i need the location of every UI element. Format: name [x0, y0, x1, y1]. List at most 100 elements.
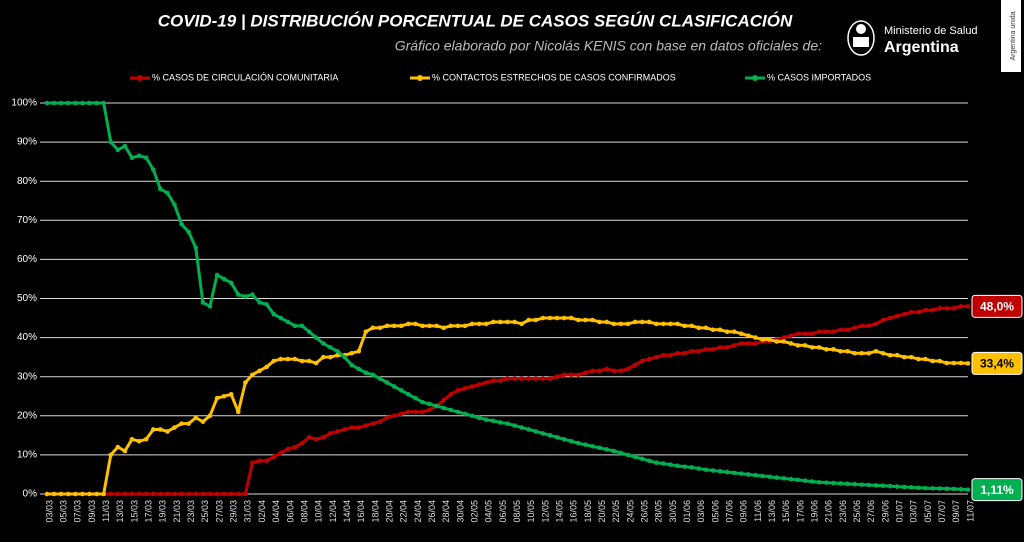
point [731, 343, 737, 348]
x-tick-label: 03/03 [44, 500, 54, 523]
point [165, 491, 170, 497]
point [724, 329, 730, 335]
point [831, 329, 836, 335]
x-tick-label: 05/03 [59, 500, 69, 523]
point [590, 317, 595, 323]
point [540, 315, 546, 321]
point [228, 391, 234, 397]
legend-marker [417, 75, 423, 81]
legend-label: % CASOS IMPORTADOS [767, 72, 871, 82]
point [774, 339, 780, 344]
point [462, 386, 468, 391]
point [597, 368, 602, 374]
point [646, 458, 652, 464]
point [214, 272, 220, 278]
point [675, 350, 680, 356]
point [172, 491, 177, 497]
x-tick-label: 01/06 [682, 500, 692, 523]
point [476, 382, 482, 387]
point [816, 479, 822, 485]
point [916, 309, 921, 315]
x-tick-label: 08/04 [299, 500, 309, 523]
point [781, 335, 787, 340]
point [561, 315, 567, 321]
point [235, 491, 241, 497]
point [136, 491, 142, 497]
point [703, 347, 709, 352]
point [108, 139, 114, 145]
point [923, 307, 928, 313]
point [306, 435, 312, 440]
x-tick-label: 14/05 [554, 500, 564, 523]
point [944, 486, 950, 492]
point [491, 378, 496, 383]
point [398, 323, 404, 329]
point [576, 440, 581, 446]
point [710, 468, 716, 473]
point [505, 421, 510, 426]
point [937, 486, 942, 491]
point [604, 366, 609, 372]
point [866, 482, 872, 488]
point [115, 147, 121, 153]
point [873, 348, 879, 354]
point [547, 433, 553, 438]
point [221, 276, 227, 282]
end-label-box [971, 351, 1023, 375]
x-tick-label: 23/06 [838, 500, 848, 523]
point [87, 491, 92, 497]
point [668, 462, 673, 467]
point [724, 345, 730, 350]
point [462, 411, 468, 417]
point [540, 376, 546, 381]
point [901, 484, 907, 490]
point [951, 486, 957, 492]
x-tick-label: 16/04 [356, 500, 366, 523]
point [930, 358, 935, 364]
point [441, 405, 447, 411]
x-tick-label: 22/05 [611, 500, 621, 523]
point [951, 360, 957, 366]
x-tick-label: 11/07 [965, 500, 975, 522]
point [221, 491, 227, 497]
x-tick-label: 04/05 [484, 500, 494, 523]
point [533, 429, 539, 434]
point [802, 331, 808, 336]
point [469, 384, 475, 389]
point [583, 370, 588, 376]
point [512, 376, 517, 381]
point [894, 484, 900, 489]
point [824, 329, 829, 335]
point [214, 395, 220, 401]
x-tick-label: 11/03 [101, 500, 111, 522]
point [391, 323, 397, 329]
x-tick-label: 22/04 [399, 500, 409, 523]
point [505, 319, 510, 325]
point [505, 376, 510, 381]
x-tick-label: 23/03 [186, 500, 196, 523]
y-tick-label: 80% [17, 176, 37, 187]
point [299, 440, 305, 446]
point [583, 317, 588, 323]
point [625, 366, 631, 372]
point [880, 317, 886, 323]
point [448, 323, 454, 329]
point [427, 323, 432, 329]
point [809, 331, 815, 336]
x-tick-label: 06/05 [498, 500, 508, 523]
point [186, 421, 191, 426]
point [250, 372, 255, 378]
point [873, 483, 879, 488]
point [65, 100, 71, 106]
point [597, 445, 602, 451]
point [58, 491, 64, 497]
point [448, 391, 454, 397]
point [44, 100, 50, 106]
point [491, 319, 496, 325]
x-tick-label: 21/06 [824, 500, 834, 523]
x-tick-label: 09/07 [951, 500, 961, 523]
point [335, 429, 340, 434]
point [370, 372, 376, 378]
point [568, 372, 574, 378]
y-tick-label: 70% [17, 215, 37, 226]
